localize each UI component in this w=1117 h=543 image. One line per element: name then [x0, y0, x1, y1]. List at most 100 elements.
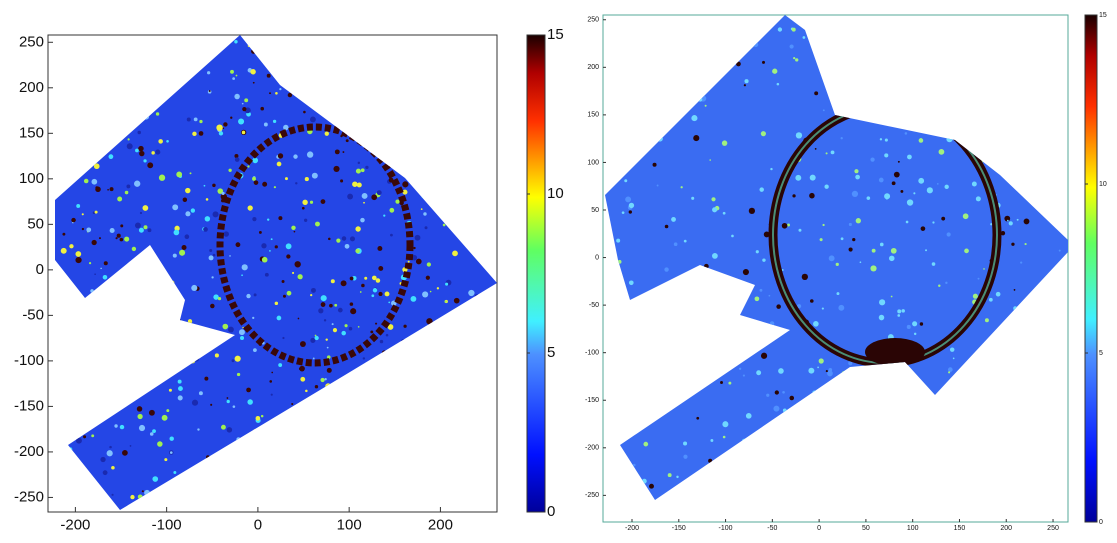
speckle: [1013, 289, 1016, 291]
speckle: [91, 178, 98, 185]
speckle: [897, 160, 900, 163]
speckle: [157, 441, 163, 447]
speckle: [371, 275, 377, 281]
speckle: [334, 149, 340, 155]
speckle: [424, 226, 428, 230]
speckle: [840, 237, 844, 241]
speckle: [364, 276, 368, 280]
speckle: [345, 139, 349, 143]
speckle: [410, 295, 417, 302]
speckle: [260, 414, 264, 418]
speckle: [75, 256, 82, 264]
speckle: [306, 151, 314, 158]
speckle: [109, 187, 114, 192]
speckle: [822, 223, 825, 227]
speckle: [444, 300, 447, 303]
speckle: [938, 284, 941, 287]
speckle: [781, 222, 788, 229]
speckle: [185, 187, 191, 194]
speckle: [328, 237, 331, 241]
speckle: [817, 366, 819, 369]
speckle: [210, 403, 213, 406]
speckle: [278, 363, 283, 367]
speckle: [230, 116, 233, 119]
x-tick-label: -100: [719, 525, 733, 532]
speckle: [197, 428, 200, 431]
speckle: [272, 119, 277, 124]
speckle: [383, 214, 386, 217]
speckle: [946, 232, 951, 237]
speckle: [192, 131, 197, 137]
speckle: [199, 119, 203, 124]
speckle: [185, 211, 191, 217]
speckle: [242, 107, 247, 112]
speckle: [134, 180, 141, 187]
speckle: [772, 68, 778, 74]
speckle: [840, 137, 843, 140]
speckle: [1023, 218, 1030, 225]
speckle: [886, 198, 888, 200]
speckle: [870, 265, 877, 272]
speckle: [246, 387, 251, 393]
colorbar-tick-label: 15: [547, 26, 564, 43]
speckle: [415, 258, 422, 265]
speckle: [777, 27, 783, 32]
speckle: [94, 273, 96, 276]
speckle: [379, 339, 384, 344]
speckle: [198, 391, 203, 396]
speckle: [155, 149, 161, 155]
speckle: [258, 230, 262, 234]
speckle: [293, 230, 296, 233]
speckle: [234, 93, 240, 100]
speckle: [88, 262, 92, 265]
speckle: [859, 261, 862, 264]
speckle: [402, 181, 409, 188]
speckle: [773, 405, 780, 412]
speckle: [426, 318, 433, 325]
speckle: [341, 330, 346, 336]
speckle: [252, 176, 256, 181]
speckle: [363, 201, 365, 204]
speckle: [98, 237, 101, 240]
speckle: [738, 367, 742, 370]
speckle: [314, 385, 319, 389]
speckle: [142, 205, 149, 211]
speckle: [671, 216, 676, 222]
speckle: [126, 143, 133, 150]
speckle: [1058, 249, 1061, 252]
speckle: [361, 193, 368, 199]
speckle: [109, 445, 112, 449]
speckle: [282, 294, 286, 298]
speckle: [633, 463, 636, 467]
speckle: [299, 341, 306, 347]
speckle: [161, 414, 168, 421]
speckle: [709, 159, 712, 161]
speckle: [287, 92, 293, 98]
speckle: [212, 183, 216, 188]
speckle: [711, 197, 716, 202]
speckle: [115, 237, 118, 240]
colorbar-tick-label: 0: [547, 503, 555, 520]
speckle: [387, 324, 394, 330]
speckle: [311, 287, 316, 293]
speckle: [147, 162, 154, 169]
speckle: [743, 84, 746, 87]
speckle: [208, 89, 211, 92]
speckle: [158, 139, 163, 144]
y-tick-label: 0: [595, 254, 599, 261]
speckle: [137, 413, 143, 420]
speckle: [111, 465, 115, 470]
speckle: [378, 265, 384, 271]
y-tick-label: -250: [585, 492, 599, 499]
speckle: [189, 172, 192, 175]
speckle: [349, 236, 355, 242]
speckle: [818, 358, 824, 364]
speckle: [213, 294, 219, 300]
speckle: [278, 216, 283, 221]
speckle: [108, 154, 114, 160]
speckle: [904, 132, 908, 135]
speckle: [314, 335, 319, 341]
speckle: [828, 255, 835, 262]
speckle: [269, 380, 273, 383]
speckle: [344, 243, 350, 249]
